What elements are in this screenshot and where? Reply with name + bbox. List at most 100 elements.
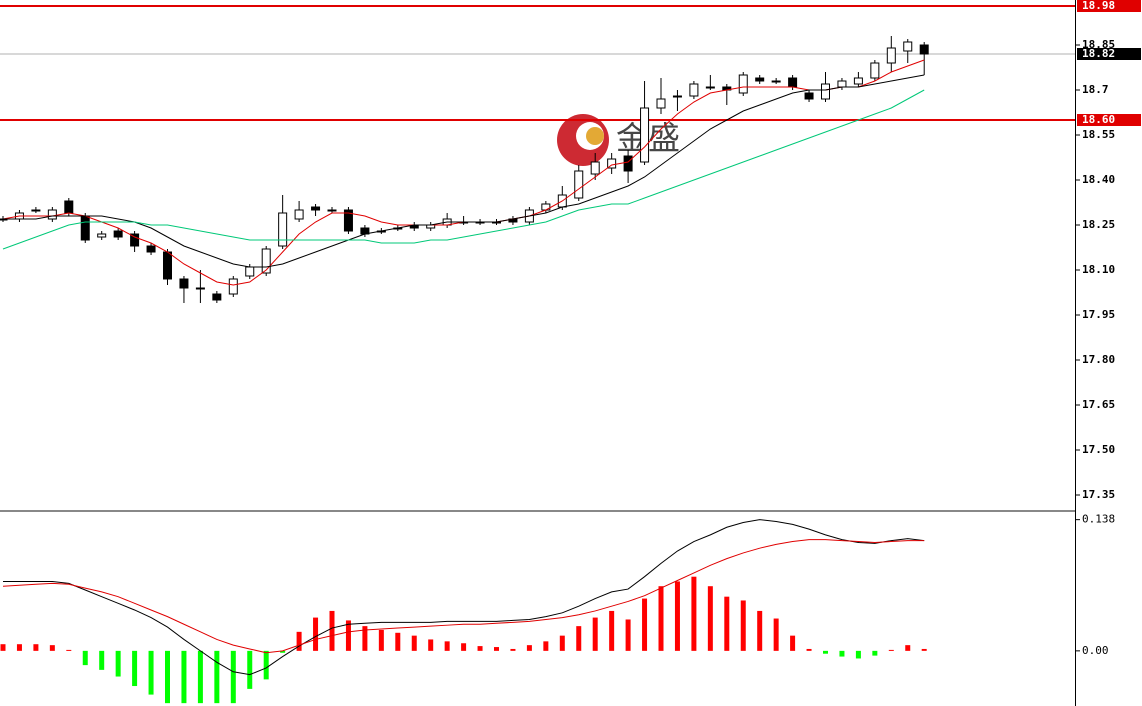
macd-bar — [411, 635, 417, 651]
candle-body — [212, 293, 222, 301]
candle-body — [837, 80, 847, 88]
macd-bar — [674, 581, 680, 651]
candle-body — [261, 248, 271, 274]
macd-bar — [724, 596, 730, 651]
macd-bar — [230, 650, 236, 704]
candle-body — [195, 287, 205, 290]
candle-body — [804, 92, 814, 100]
macd-bar — [921, 648, 927, 651]
macd-bar — [296, 631, 302, 651]
y-tick-label: 17.50 — [1082, 443, 1115, 456]
macd-bar — [823, 650, 828, 654]
macd-bar — [214, 650, 220, 704]
macd-bar — [905, 645, 911, 651]
macd-bar — [197, 650, 203, 704]
macd-tick-label: 0.00 — [1082, 644, 1109, 657]
level-tag — [1077, 114, 1141, 126]
candle-body — [738, 74, 748, 94]
macd-bar — [115, 650, 121, 677]
y-tick-label: 17.80 — [1082, 353, 1115, 366]
candle-body — [47, 209, 57, 220]
macd-bar — [494, 647, 499, 651]
macd-bar — [132, 650, 138, 687]
macd-bar — [461, 643, 467, 651]
macd-bar — [839, 650, 845, 657]
candle-body — [590, 161, 600, 175]
candle-body — [228, 278, 238, 295]
macd-bar — [609, 610, 615, 651]
macd-bar — [691, 576, 697, 651]
candle-body — [311, 206, 321, 211]
level-label: 18.82 — [1082, 47, 1115, 60]
macd-bar — [855, 650, 861, 659]
macd-tick-label: 0.138 — [1082, 513, 1115, 526]
candle-body — [755, 77, 765, 82]
candle-body — [788, 77, 798, 88]
macd-bar — [313, 617, 319, 651]
macd-bar — [559, 635, 565, 651]
moving-average — [3, 74, 925, 268]
macd-bar — [329, 610, 335, 651]
level-label: 18.98 — [1082, 0, 1115, 12]
y-tick-label: 18.40 — [1082, 173, 1115, 186]
macd-bar — [592, 617, 598, 651]
y-tick-label: 17.65 — [1082, 398, 1115, 411]
candle-body — [574, 170, 584, 199]
candle-body — [656, 98, 666, 109]
candle-body — [771, 80, 781, 83]
macd-bar — [345, 620, 351, 651]
macd-line — [2, 539, 925, 654]
macd-bar — [148, 650, 154, 695]
macd-bar — [263, 650, 269, 680]
candle-body — [327, 209, 337, 212]
macd-bar — [33, 644, 39, 651]
candle-body — [705, 86, 715, 89]
moving-average — [2, 89, 925, 250]
candle-body — [886, 47, 896, 64]
candle-body — [31, 209, 41, 212]
candle-body — [80, 215, 90, 241]
macd-bar — [99, 650, 105, 670]
macd-bar — [49, 645, 55, 651]
y-tick-label: 17.95 — [1082, 308, 1115, 321]
candle-body — [903, 41, 913, 52]
candle-body — [113, 230, 123, 238]
candle-body — [97, 233, 107, 238]
candle-body — [541, 203, 551, 211]
candle-body — [245, 266, 255, 277]
candle-body — [146, 245, 156, 253]
candle-body — [689, 83, 699, 97]
macd-bar — [757, 610, 763, 651]
macd-bar — [642, 598, 648, 651]
y-tick-label: 18.7 — [1082, 83, 1109, 96]
y-tick-label: 18.85 — [1082, 38, 1115, 51]
macd-bar — [66, 649, 72, 651]
macd-bar — [625, 619, 631, 651]
candle-body — [64, 200, 74, 214]
candle-body — [343, 209, 353, 232]
macd-bar — [477, 646, 483, 651]
macd-bar — [740, 600, 746, 651]
macd-bar — [165, 650, 170, 704]
candle-body — [607, 158, 617, 169]
macd-bar — [181, 650, 187, 704]
candle-body — [130, 233, 140, 247]
macd-bar — [526, 645, 532, 651]
macd-bar — [576, 626, 582, 651]
candle-body — [672, 95, 682, 98]
macd-bar — [543, 641, 549, 651]
macd-bar — [247, 650, 253, 689]
candle-body — [278, 212, 288, 247]
candle-body — [294, 209, 304, 220]
watermark: 金盛 — [557, 114, 680, 166]
candle-body — [163, 251, 172, 280]
macd-bar — [658, 586, 664, 651]
macd-bar — [707, 586, 713, 651]
moving-average — [2, 59, 925, 286]
candle-body — [870, 62, 880, 79]
y-tick-label: 18.25 — [1082, 218, 1115, 231]
macd-bar — [378, 629, 384, 651]
macd-bar — [362, 626, 368, 651]
